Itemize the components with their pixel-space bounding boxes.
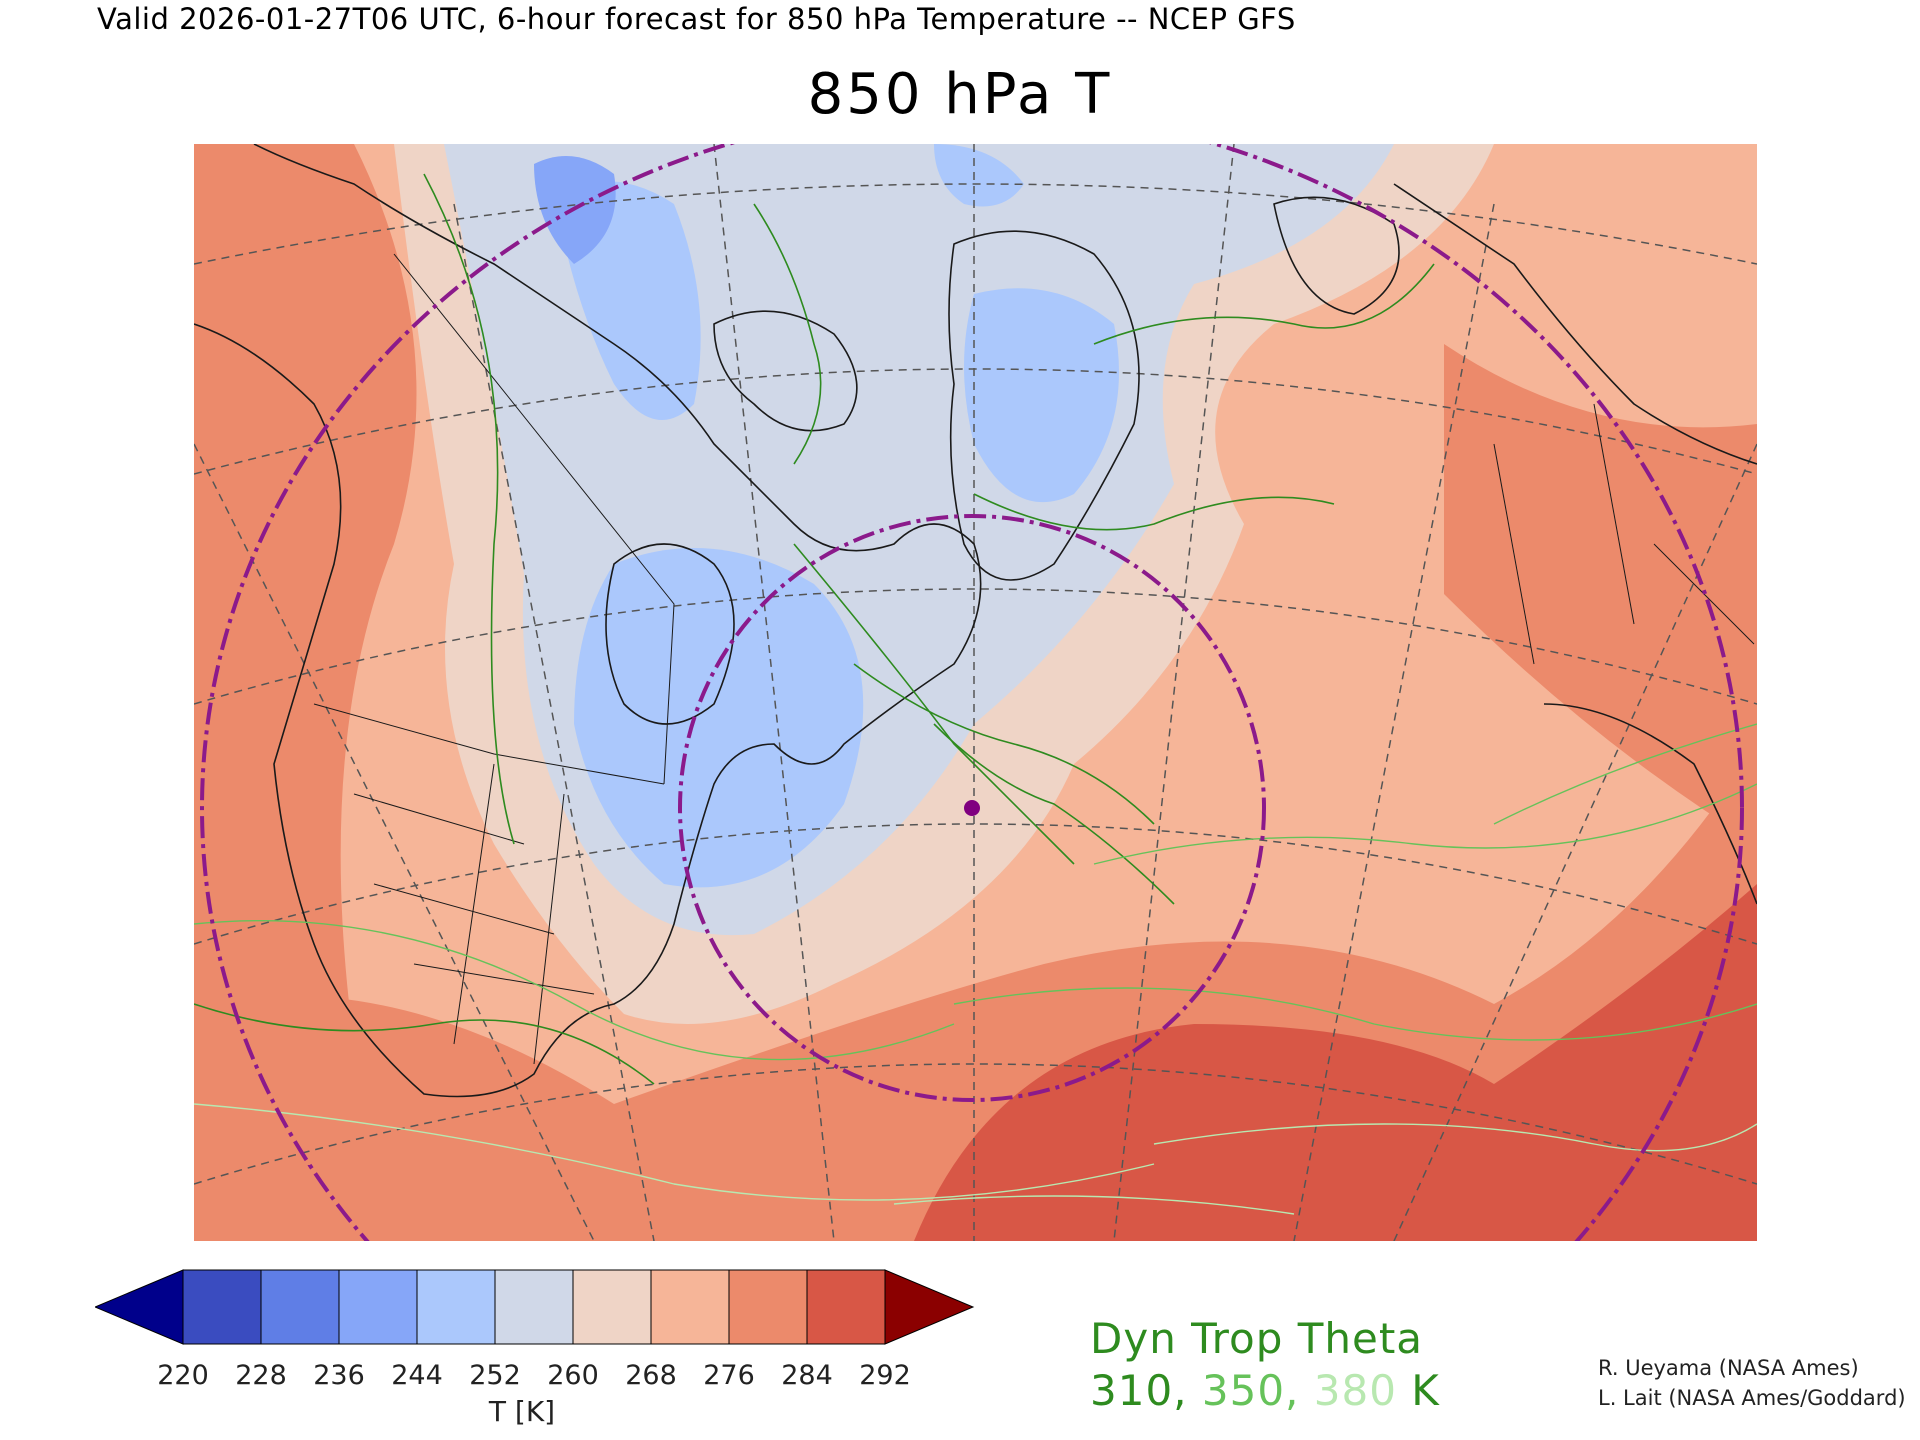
range-rings [200,144,1744,1241]
colorbar-low-arrow [93,1269,184,1345]
coastlines [194,144,1757,1098]
field-baffin-cold [934,144,1024,207]
colorbar-bin [728,1269,808,1345]
trop-theta-350 [194,723,1757,1061]
field-hottest [914,884,1757,1241]
colorbar-bin [182,1269,262,1345]
colorbar-bin [416,1269,496,1345]
colorbar-bin [494,1269,574,1345]
colorbar-high-arrow [884,1269,975,1345]
colorbar-tick: 244 [391,1360,443,1391]
credit-line: R. Ueyama (NASA Ames) [1598,1356,1859,1380]
colorbar-label: T [K] [488,1395,556,1428]
colorbar-tick: 284 [781,1360,833,1391]
colorbar-tick: 276 [703,1360,755,1391]
hudson-bay [605,543,735,725]
colorbar-bin [806,1269,886,1345]
field-hudson-cold [574,548,864,888]
field-west-warm [194,144,417,1044]
outer-range-ring [200,144,1744,1241]
field-greenland-cold [964,288,1119,503]
colorbar-tick: 260 [547,1360,599,1391]
field-east-warm [1444,344,1757,844]
trop-value-310: 310 [1090,1366,1174,1415]
scandinavia [1273,196,1400,315]
colorbar-tick: 220 [157,1360,209,1391]
colorbar-tick: 252 [469,1360,521,1391]
colorbar-bin [338,1269,418,1345]
trop-legend-title: Dyn Trop Theta [1090,1314,1424,1363]
trop-separator: , [1285,1366,1314,1415]
colorbar-tick: 228 [235,1360,287,1391]
trop-value-350: 350 [1201,1366,1286,1415]
trop-legend-values: 310, 350, 380 K [1090,1366,1440,1415]
trop-theta-380 [194,1103,1757,1215]
valid-time-subtitle: Valid 2026-01-27T06 UTC, 6-hour forecast… [97,2,1296,36]
trop-theta-310 [194,173,1435,1085]
map-title: 850 hPa T [807,62,1113,127]
colorbar-bin [260,1269,340,1345]
colorbar-tick: 268 [625,1360,677,1391]
inner-range-ring [678,514,1266,1102]
graticule [194,144,1757,1241]
colorbar-bin [572,1269,652,1345]
colorbar-bin [650,1269,730,1345]
arctic-islands [713,310,858,432]
colorbar-tick: 292 [859,1360,911,1391]
trop-separator: , [1173,1366,1202,1415]
colorbar [93,1268,975,1346]
trop-unit: K [1396,1366,1440,1415]
location-marker [964,800,980,816]
europe-coast [1393,183,1757,465]
greenland-coast [948,230,1140,581]
trop-value-380: 380 [1313,1366,1397,1415]
credit-line: L. Lait (NASA Ames/Goddard) [1598,1386,1906,1410]
temperature-map [194,144,1757,1241]
colorbar-tick: 236 [313,1360,365,1391]
north-america-coast [194,144,982,1098]
